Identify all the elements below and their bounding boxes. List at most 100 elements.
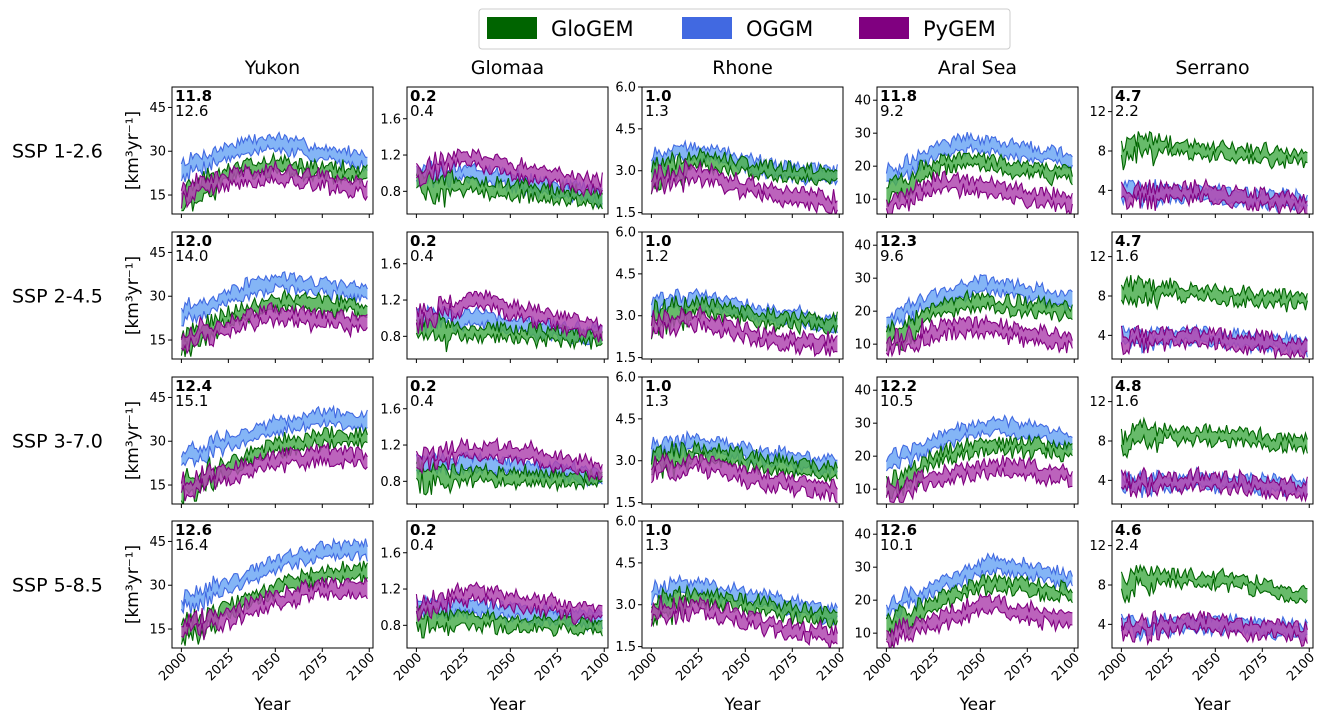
y-tick-label: 1.6 — [380, 112, 401, 127]
legend-swatch-pygem — [859, 17, 909, 39]
panel-frame — [171, 520, 374, 649]
y-tick-label: 6.0 — [615, 371, 636, 386]
x-tick-label: 2025 — [673, 650, 707, 684]
x-axis-label: Year — [1194, 695, 1231, 715]
y-axis-label: [km³yr⁻¹] — [123, 111, 143, 190]
y-tick-label: 1.2 — [380, 294, 401, 309]
band-lower-line-glogem — [1120, 576, 1308, 605]
x-tick-label: 2100 — [1049, 650, 1083, 684]
band-upper-line-pygem — [650, 157, 838, 205]
panel-serrano-row-4: 4 8 12 4.62.4 — [1089, 520, 1314, 652]
band-lower-line-pygem — [1120, 335, 1308, 359]
panel-frame — [876, 231, 1079, 360]
band-upper-line-glogem — [886, 150, 1073, 189]
x-axis-label: Year — [724, 695, 761, 715]
panel-serrano-row-2: 4 8 12 4.71.6 — [1089, 231, 1314, 363]
panel-frame — [641, 376, 844, 505]
band-upper-line-oggm — [650, 573, 838, 613]
x-tick-label: 2025 — [1143, 650, 1177, 684]
band-pygem — [416, 582, 603, 625]
band-upper-line-oggm — [180, 271, 368, 314]
annotation-bold-value: 12.0 — [175, 232, 212, 250]
band-upper-line-glogem — [415, 457, 603, 484]
band-oggm — [886, 553, 1073, 619]
panel-glomaa-row-3: 0.8 1.2 1.6 0.20.4 — [380, 376, 609, 508]
y-tick-label: 3.0 — [615, 598, 636, 613]
band-pygem — [416, 149, 603, 196]
annotation-bold-value: 12.6 — [880, 521, 917, 539]
band-upper-line-oggm — [885, 414, 1073, 462]
annotation-value: 1.3 — [645, 392, 669, 410]
band-upper-line-pygem — [1120, 609, 1308, 633]
band-lower-line-glogem — [415, 328, 603, 353]
panel-rhone-row-1: 1.5 3.0 4.5 6.0 1.01.3 — [615, 81, 844, 221]
annotation-value: 9.2 — [880, 102, 904, 120]
y-tick-label: 0.8 — [380, 619, 401, 634]
annotation-value: 0.4 — [410, 102, 434, 120]
y-tick-label: 15 — [149, 623, 166, 638]
y-tick-label: 40 — [854, 528, 871, 543]
band-upper-line-glogem — [885, 572, 1073, 626]
panel-rhone-row-4: 1.5 3.0 4.5 6.0 1.01.3 — [615, 515, 844, 655]
y-tick-label: 4 — [1098, 618, 1106, 633]
y-tick-label: 4 — [1098, 184, 1106, 199]
y-tick-label: 30 — [854, 561, 871, 576]
annotation-value: 1.2 — [645, 247, 669, 265]
band-lower-line-glogem — [416, 184, 603, 211]
panel-grid: Yukon Glomaa Rhone Aral Sea Serrano SSP 1-2.6… — [12, 57, 1318, 715]
band-oggm — [886, 274, 1073, 333]
panel-frame — [641, 520, 844, 649]
panel-aral-sea-row-3: 10 20 30 40 12.210.5 — [854, 376, 1079, 508]
x-tick-label: 2025 — [438, 650, 472, 684]
x-tick-label: 2100 — [579, 650, 613, 684]
x-tick-label: 2100 — [344, 650, 378, 684]
panel-frame — [641, 231, 844, 360]
y-tick-label: 40 — [854, 94, 871, 109]
y-tick-label: 1.6 — [380, 546, 401, 561]
band-upper-line-glogem — [1120, 274, 1308, 301]
annotation-value: 1.3 — [645, 102, 669, 120]
annotation-value: 2.2 — [1115, 102, 1139, 120]
annotation-bold-value: 1.0 — [645, 521, 672, 539]
y-tick-label: 4.5 — [615, 556, 636, 571]
annotation-value: 2.4 — [1115, 536, 1139, 554]
x-axis-label: Year — [959, 695, 996, 715]
annotation-value: 14.0 — [175, 247, 208, 265]
y-tick-label: 40 — [854, 384, 871, 399]
band-pygem — [181, 576, 368, 640]
panel-glomaa-row-2: 0.8 1.2 1.6 0.20.4 — [380, 231, 609, 363]
band-lower-line-pygem — [1121, 190, 1308, 214]
band-glogem — [651, 441, 838, 483]
annotation-bold-value: 1.0 — [645, 377, 672, 395]
band-glogem — [651, 585, 838, 628]
y-tick-label: 12 — [1089, 395, 1106, 410]
y-tick-label: 45 — [149, 101, 166, 116]
panel-aral-sea-row-4: 10 20 30 40 12.610.1 — [854, 520, 1079, 652]
band-glogem — [416, 457, 603, 495]
band-lower-line-pygem — [180, 455, 368, 502]
y-tick-label: 1.2 — [380, 439, 401, 454]
y-tick-label: 30 — [149, 579, 166, 594]
band-upper-line-pygem — [650, 452, 838, 490]
panel-glomaa-row-4: 0.8 1.2 1.6 0.20.4 — [380, 520, 609, 652]
x-tick-label: 2075 — [1002, 650, 1036, 684]
band-oggm — [181, 538, 368, 614]
band-glogem — [1121, 418, 1308, 458]
panel-yukon-row-3: 15 30 45 12.415.1 — [149, 376, 374, 508]
x-tick-label: 2050 — [720, 650, 754, 684]
band-upper-line-pygem — [415, 148, 603, 188]
band-upper-line-pygem — [885, 454, 1073, 495]
y-tick-label: 1.5 — [615, 640, 636, 655]
band-glogem — [651, 148, 838, 195]
band-lower-line-pygem — [1120, 481, 1308, 503]
band-pygem — [1121, 467, 1308, 501]
y-tick-label: 1.6 — [380, 257, 401, 272]
x-tick-label: 2100 — [814, 650, 848, 684]
y-tick-label: 1.5 — [615, 206, 636, 221]
x-tick-label: 2000 — [861, 650, 895, 684]
band-glogem — [886, 574, 1073, 647]
x-tick-label: 2100 — [1284, 650, 1318, 684]
y-axis-label: [km³yr⁻¹] — [123, 256, 143, 335]
y-tick-label: 1.2 — [380, 583, 401, 598]
annotation-bold-value: 12.2 — [880, 377, 917, 395]
